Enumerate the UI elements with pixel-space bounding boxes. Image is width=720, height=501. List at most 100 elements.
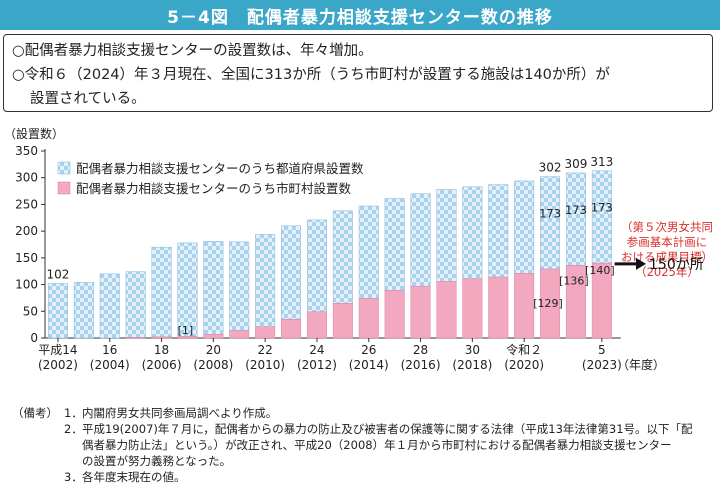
bar-municipal-label: [1]: [178, 324, 194, 337]
bar-prefecture: [358, 205, 379, 299]
bar-prefecture: [436, 189, 457, 282]
bar-municipal: [203, 334, 224, 339]
x-tick-era-label: 5: [598, 343, 606, 357]
bar-prefecture: [565, 172, 586, 266]
x-tick-era-label: 28: [413, 343, 428, 357]
x-tick-year-label: (2010): [245, 358, 285, 372]
bar-prefecture: [47, 283, 68, 339]
target-note-line: （2025年）: [635, 265, 699, 279]
x-tick-year-label: (2004): [90, 358, 130, 372]
bar-municipal: [125, 337, 146, 339]
x-tick-year-label: (2002): [38, 358, 78, 372]
bar-municipal-label: [140]: [585, 264, 615, 277]
figure-title: 5－4図 配偶者暴力相談支援センター数の推移: [0, 0, 720, 30]
note-number: 2．: [64, 422, 83, 436]
bar-municipal: [410, 285, 431, 339]
note-text: 各年度末現在の値。: [82, 470, 186, 484]
legend-swatch-prefecture: [57, 161, 71, 175]
bar-prefecture: [591, 170, 612, 264]
note-number: 1．: [64, 406, 83, 420]
x-tick-era-label: 20: [206, 343, 221, 357]
bar-prefecture: [229, 241, 250, 331]
y-tick-label: 150: [15, 251, 38, 265]
bar-municipal: [255, 326, 276, 339]
summary-line-1: ○配偶者暴力相談支援センターの設置数は、年々増加。: [12, 43, 373, 59]
note-head: [12, 421, 64, 437]
y-tick-label: 300: [15, 171, 38, 185]
bar-prefecture: [99, 273, 120, 339]
bar-municipal: [151, 336, 172, 339]
target-note-line: 参画基本計画に: [627, 235, 708, 249]
bar-prefecture: [332, 210, 353, 304]
x-tick-era-label: 26: [361, 343, 376, 357]
x-tick-era-label: 18: [154, 343, 169, 357]
x-tick-year-label: (2016): [401, 358, 441, 372]
note-number: 3．: [64, 470, 83, 484]
notes: （備考） 1． 内閣府男女共同参画局調べより作成。 2． 平成19(2007)年７月に，…: [12, 405, 712, 485]
bar-municipal: [281, 319, 302, 339]
x-tick-year-label: (2006): [142, 358, 182, 372]
y-tick-label: 0: [30, 331, 38, 345]
bar-total-label: 309: [564, 157, 587, 171]
summary-box: ○配偶者暴力相談支援センターの設置数は、年々増加。 ○令和６（2024）年３月現…: [3, 34, 713, 112]
note-number: [64, 453, 82, 469]
bar-municipal: [462, 278, 483, 339]
bar-municipal: [514, 273, 535, 339]
bar-municipal: [306, 311, 327, 339]
bar-total-label: 313: [590, 155, 613, 169]
y-axis-label: （設置数）: [4, 126, 64, 141]
note-line: 3． 各年度末現在の値。: [12, 469, 712, 485]
bar-municipal: [436, 281, 457, 339]
bar-prefecture-label: 173: [565, 203, 587, 217]
stacked-bar-chart: （設置数） 0 50 100 150 200 250 300 350 102 302 309 313 17…: [4, 126, 713, 372]
bar-municipal: [488, 276, 509, 339]
x-tick-year-label: (2018): [452, 358, 492, 372]
note-head: （備考）: [12, 406, 58, 420]
bar-municipal: [358, 298, 379, 339]
target-value-label: 150か所: [649, 257, 704, 273]
bar-prefecture: [410, 193, 431, 287]
note-text: の設置が努力義務となった。: [82, 454, 232, 468]
bar-total-label: 102: [46, 268, 69, 282]
note-number: [64, 437, 82, 453]
bar-prefecture: [540, 176, 561, 270]
summary-line-3: 設置されている。: [30, 91, 146, 107]
bar-prefecture: [488, 184, 509, 278]
bar-municipal: [384, 290, 405, 339]
x-tick-era-label: 16: [102, 343, 117, 357]
x-tick-year-label: (2023): [582, 358, 622, 372]
note-line: （備考） 1． 内閣府男女共同参画局調べより作成。: [12, 405, 712, 421]
y-tick-label: 50: [23, 304, 38, 318]
note-line: の設置が努力義務となった。: [12, 453, 712, 469]
x-axis-label: （年度）: [617, 357, 665, 372]
x-tick-era-label: 24: [309, 343, 324, 357]
bar-prefecture: [151, 246, 172, 338]
x-tick-year-label: (2020): [504, 358, 544, 372]
note-text: 偶者暴力防止法」という。）が改正され、平成20（2008）年１月から市町村におけ…: [82, 438, 672, 452]
bar-prefecture: [255, 234, 276, 328]
x-tick-era-label: 22: [258, 343, 273, 357]
bar-municipal: [229, 330, 250, 339]
bar-municipal-label: [129]: [533, 297, 563, 310]
target-note-line: おける成果目標）: [621, 250, 713, 264]
legend-label-prefecture: 配偶者暴力相談支援センターのうち都道府県設置数: [76, 161, 364, 176]
y-tick-label: 200: [15, 224, 38, 238]
target-note-line: （第５次男女共同: [621, 220, 713, 234]
target-arrow-head: [636, 257, 646, 270]
y-tick-label: 100: [15, 278, 38, 292]
summary-line-2: ○令和６（2024）年３月現在、全国に313か所（うち市町村が設置する施設は14…: [12, 67, 610, 83]
note-head: [12, 437, 64, 453]
bar-prefecture: [384, 198, 405, 291]
y-tick-label: 250: [15, 197, 38, 211]
bar-municipal: [540, 268, 561, 339]
x-tick-year-label: (2012): [297, 358, 337, 372]
x-tick-year-label: (2008): [193, 358, 233, 372]
legend-swatch-municipal: [57, 181, 71, 195]
bar-municipal: [565, 265, 586, 339]
note-head: [12, 453, 64, 469]
x-tick-era-label: 30: [465, 343, 480, 357]
bar-prefecture-label: 173: [591, 201, 613, 215]
y-tick-label: 350: [15, 144, 38, 158]
bar-prefecture: [125, 271, 146, 338]
bar-prefecture: [73, 282, 94, 339]
